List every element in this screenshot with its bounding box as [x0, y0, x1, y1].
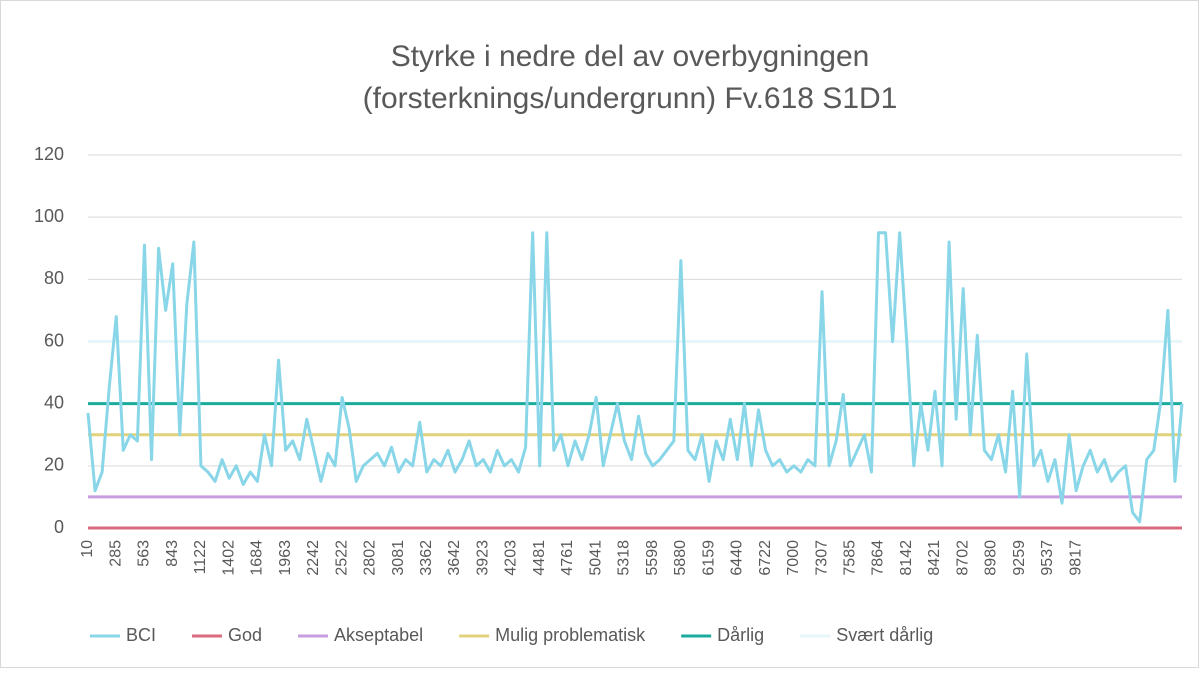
x-tick-label: 1122 — [192, 540, 209, 575]
x-tick-label: 1963 — [277, 540, 294, 576]
x-tick-label: 5041 — [587, 540, 604, 576]
x-tick-label: 9537 — [1039, 540, 1056, 576]
x-tick-label: 6722 — [757, 540, 774, 576]
x-tick-label: 6440 — [729, 540, 746, 576]
x-tick-label: 5880 — [672, 540, 689, 576]
x-tick-label: 2802 — [362, 540, 379, 576]
x-tick-label: 3923 — [474, 540, 491, 576]
x-tick-label: 10 — [79, 540, 96, 558]
x-tick-label: 3362 — [418, 540, 435, 576]
x-tick-label: 2522 — [333, 540, 350, 576]
x-tick-label: 1684 — [249, 540, 266, 576]
x-tick-label: 2242 — [305, 540, 322, 576]
x-tick-label: 9817 — [1067, 540, 1084, 576]
x-tick-label: 8702 — [954, 540, 971, 576]
x-tick-label: 563 — [136, 540, 153, 567]
y-tick-label: 60 — [44, 330, 64, 350]
chart-title: (forsterknings/undergrunn) Fv.618 S1D1 — [363, 82, 898, 115]
x-tick-label: 4481 — [531, 540, 548, 576]
y-tick-label: 80 — [44, 268, 64, 288]
x-tick-label: 285 — [107, 540, 124, 567]
x-tick-label: 1402 — [220, 540, 237, 576]
legend-label: Svært dårlig — [836, 625, 933, 645]
y-tick-label: 40 — [44, 392, 64, 412]
x-tick-label: 8421 — [926, 540, 943, 576]
y-tick-label: 120 — [34, 144, 64, 164]
x-tick-label: 7000 — [785, 540, 802, 576]
x-tick-label: 4203 — [503, 540, 520, 576]
data-line — [86, 231, 1184, 524]
x-tick-label: 7864 — [870, 540, 887, 576]
x-tick-label: 7307 — [813, 540, 830, 576]
chart-title: Styrke i nedre del av overbygningen — [391, 40, 870, 73]
legend-label: Dårlig — [717, 625, 764, 645]
legend-label: Mulig problematisk — [495, 625, 646, 645]
x-tick-label: 6159 — [700, 540, 717, 576]
x-tick-label: 9259 — [1011, 540, 1028, 576]
x-tick-label: 5318 — [616, 540, 633, 576]
legend-label: BCI — [126, 625, 156, 645]
x-tick-label: 3642 — [446, 540, 463, 576]
y-tick-label: 0 — [54, 517, 64, 537]
x-tick-label: 5598 — [644, 540, 661, 576]
x-tick-label: 4761 — [559, 540, 576, 576]
x-tick-label: 843 — [164, 540, 181, 567]
legend-label: God — [228, 625, 262, 645]
x-tick-label: 7585 — [841, 540, 858, 576]
legend-label: Akseptabel — [334, 625, 423, 645]
x-tick-label: 3081 — [390, 540, 407, 576]
x-tick-label: 8142 — [898, 540, 915, 576]
x-tick-label: 8980 — [983, 540, 1000, 576]
y-tick-label: 20 — [44, 455, 64, 475]
y-tick-label: 100 — [34, 206, 64, 226]
